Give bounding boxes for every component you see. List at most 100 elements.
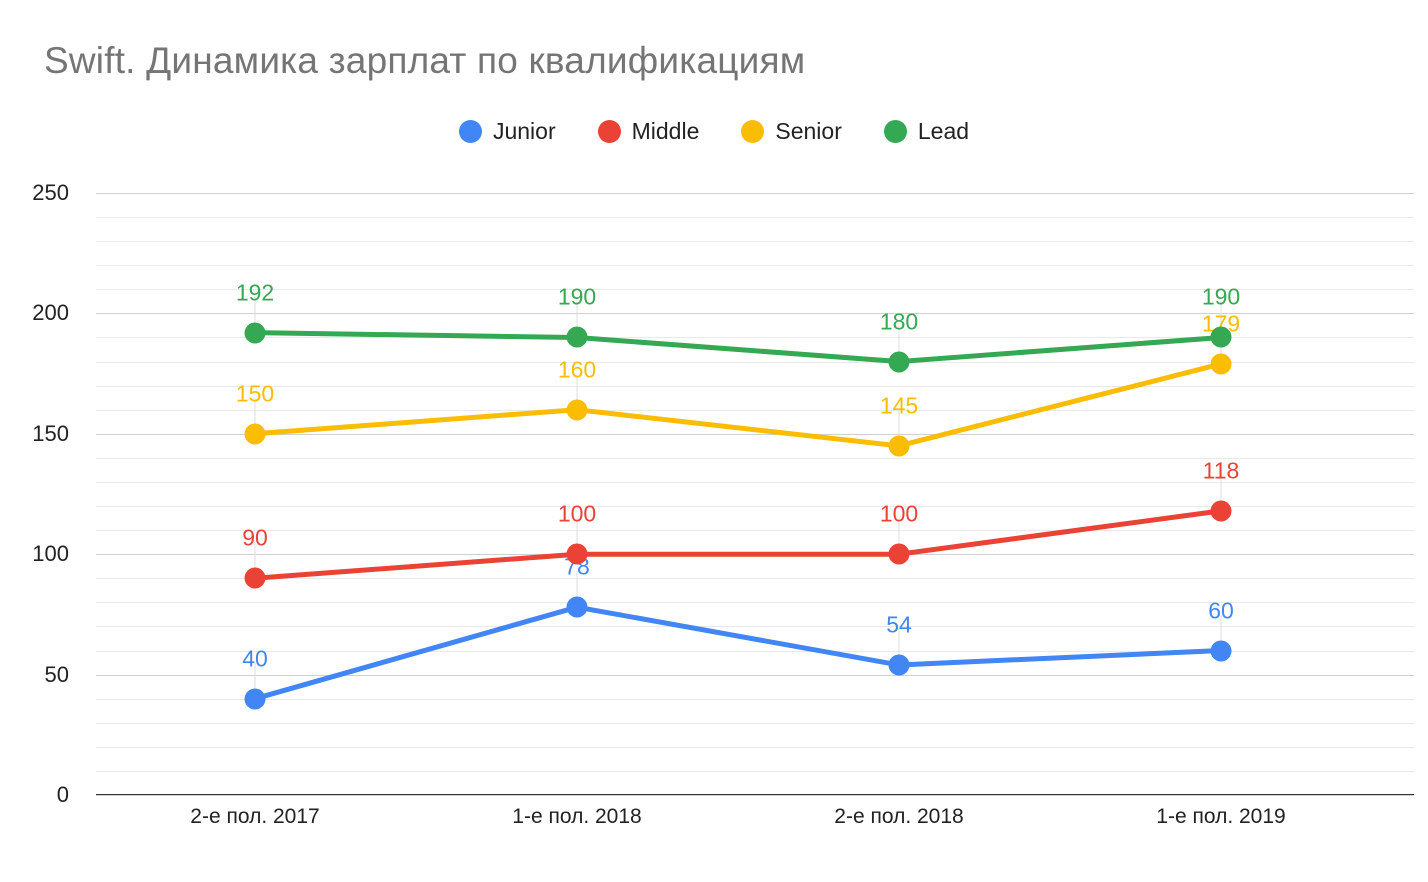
data-point-marker[interactable]	[566, 543, 588, 565]
chart-legend: Junior Middle Senior Lead	[0, 118, 1428, 145]
data-label-stem	[1220, 474, 1222, 511]
gridline-minor	[96, 602, 1414, 604]
data-point-marker[interactable]	[244, 567, 266, 589]
gridline-minor	[96, 457, 1414, 459]
legend-item-senior[interactable]: Senior	[741, 118, 842, 145]
circle-marker-icon	[883, 120, 907, 143]
chart-title: Swift. Динамика зарплат по квалификациям	[44, 40, 806, 81]
y-axis-tick-label: 150	[32, 420, 69, 446]
data-point-marker[interactable]	[566, 596, 588, 618]
gridline-minor	[96, 650, 1414, 652]
data-label-stem	[576, 518, 578, 555]
data-label-stem	[898, 518, 900, 555]
plot-area: 0 50 100 150 200 250 2-е пол. 2017 1-е пол. 201…	[32, 180, 1414, 828]
x-axis-tick-label: 1-е пол. 2019	[1156, 805, 1286, 828]
data-point-label: 190	[1201, 283, 1241, 310]
data-point-label: 90	[242, 524, 268, 551]
legend-label: Junior	[492, 118, 556, 144]
data-label-stem	[254, 397, 256, 434]
data-point-label: 100	[879, 500, 919, 527]
data-point-marker[interactable]	[1210, 353, 1232, 375]
y-axis-tick-label: 100	[32, 541, 69, 567]
gridline-minor	[96, 578, 1414, 580]
gridline-major	[96, 674, 1414, 676]
data-point-label: 145	[879, 392, 919, 419]
gridline-minor	[96, 409, 1414, 411]
data-point-marker[interactable]	[1210, 500, 1232, 522]
series-line-lead	[252, 330, 1224, 365]
gridline-minor	[96, 217, 1414, 219]
legend-label: Senior	[775, 118, 842, 144]
circle-marker-icon	[597, 120, 621, 143]
data-point-marker[interactable]	[888, 654, 910, 676]
legend-label: Lead	[917, 118, 970, 144]
gridline-minor	[96, 770, 1414, 772]
series-line-middle	[252, 508, 1224, 581]
series-line-junior	[252, 604, 1224, 702]
data-point-marker[interactable]	[566, 399, 588, 421]
data-point-label: 192	[235, 279, 275, 306]
y-axis-tick-label: 0	[56, 782, 69, 807]
data-label-stem	[254, 542, 256, 579]
y-axis-tick-label: 200	[32, 300, 69, 326]
data-label-stem	[1220, 301, 1222, 338]
gridline-major	[96, 433, 1414, 435]
data-point-marker[interactable]	[244, 688, 266, 710]
data-point-label: 40	[242, 645, 268, 672]
gridline-minor	[96, 361, 1414, 363]
gridline-minor	[96, 722, 1414, 724]
gridline-minor	[96, 337, 1414, 339]
gridline-minor	[96, 481, 1414, 483]
gridline-minor	[96, 698, 1414, 700]
data-point-marker[interactable]	[244, 423, 266, 445]
data-point-label: 100	[557, 500, 597, 527]
legend-item-middle[interactable]: Middle	[597, 118, 700, 145]
data-label-stem	[898, 628, 900, 665]
x-axis-tick-label: 1-е пол. 2018	[512, 805, 642, 828]
x-axis-tick-label: 2-е пол. 2017	[190, 805, 320, 828]
data-point-label: 180	[879, 308, 919, 335]
gridline-major	[96, 313, 1414, 315]
circle-marker-icon	[458, 120, 482, 143]
gridline-minor	[96, 265, 1414, 267]
data-point-label: 150	[235, 380, 275, 407]
gridline-minor	[96, 530, 1414, 532]
data-label-stem	[254, 662, 256, 699]
series-lines	[252, 330, 1224, 702]
data-label-stem	[898, 325, 900, 362]
legend-item-lead[interactable]: Lead	[883, 118, 970, 145]
y-axis-tick-label: 50	[44, 661, 69, 687]
data-point-label: 118	[1202, 457, 1240, 484]
data-point-marker[interactable]	[566, 326, 588, 348]
data-point-marker[interactable]	[888, 351, 910, 373]
data-point-marker[interactable]	[1210, 640, 1232, 662]
data-label-stem	[576, 373, 578, 410]
y-axis-tick-label: 250	[32, 180, 69, 205]
data-point-label: 60	[1208, 597, 1234, 624]
data-label-stem	[576, 571, 578, 608]
circle-marker-icon	[741, 120, 765, 143]
series-line-senior	[252, 361, 1224, 449]
gridline-minor	[96, 385, 1414, 387]
data-label-stem	[1220, 614, 1222, 651]
gridline-minor	[96, 241, 1414, 243]
data-point-marker[interactable]	[888, 435, 910, 457]
data-label-stem	[898, 409, 900, 446]
legend-item-junior[interactable]: Junior	[458, 118, 556, 145]
gridline-major	[96, 795, 1414, 796]
data-point-label: 160	[557, 356, 597, 383]
data-point-label: 54	[886, 611, 912, 638]
gridline-minor	[96, 746, 1414, 748]
data-point-marker[interactable]	[888, 543, 910, 565]
data-point-label: 179	[1201, 310, 1241, 337]
data-label-stem	[254, 296, 256, 333]
gridline-major	[96, 193, 1414, 194]
legend-label: Middle	[631, 118, 700, 144]
data-point-marker[interactable]	[244, 322, 266, 344]
gridline-minor	[96, 506, 1414, 508]
x-axis-tick-label: 2-е пол. 2018	[834, 805, 964, 828]
data-point-marker[interactable]	[1210, 326, 1232, 348]
data-label-stem	[576, 301, 578, 338]
gridline-minor	[96, 626, 1414, 628]
